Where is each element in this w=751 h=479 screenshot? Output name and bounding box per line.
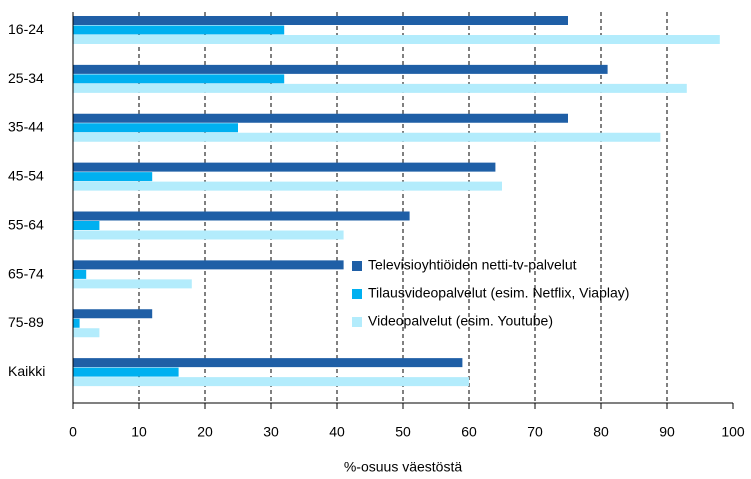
y-tick-label: 16-24: [8, 21, 44, 37]
bar: [73, 74, 285, 84]
y-tick-label: 25-34: [8, 70, 44, 86]
bar: [73, 25, 285, 35]
bar: [73, 162, 496, 172]
x-tick-label: 50: [395, 424, 411, 440]
bar: [73, 309, 153, 319]
bar: [73, 83, 687, 93]
y-tick-label: 45-54: [8, 168, 44, 184]
bar: [73, 221, 100, 230]
x-axis-label: %-osuus väestöstä: [344, 459, 462, 475]
x-tick-label: 80: [593, 424, 609, 440]
bar: [73, 35, 720, 44]
y-tick-label: 75-89: [8, 314, 44, 330]
y-tick-label: 35-44: [8, 119, 44, 135]
bar: [73, 230, 344, 240]
x-tick-label: 70: [527, 424, 543, 440]
x-tick-label: 100: [721, 424, 745, 440]
x-tick-label: 40: [329, 424, 345, 440]
bar: [73, 367, 179, 377]
legend-swatch: [352, 317, 362, 327]
legend-swatch: [352, 261, 362, 271]
legend-label: Videopalvelut (esim. Youtube): [368, 313, 553, 329]
y-tick-label: 55-64: [8, 216, 44, 232]
bar: [73, 113, 568, 123]
bar: [73, 318, 80, 328]
bar: [73, 64, 608, 74]
bar: [73, 16, 568, 25]
bar: [73, 211, 410, 221]
bar: [73, 172, 153, 182]
x-tick-label: 20: [197, 424, 213, 440]
legend-label: Tilausvideopalvelut (esim. Netflix, Viap…: [368, 285, 629, 301]
y-tick-label: Kaikki: [8, 363, 45, 379]
bar: [73, 269, 87, 279]
bar: [73, 377, 469, 387]
bar: [73, 358, 463, 368]
x-tick-label: 10: [131, 424, 147, 440]
bar: [73, 123, 238, 133]
x-tick-label: 30: [263, 424, 279, 440]
legend-label: Televisioyhtiöiden netti-tv-palvelut: [368, 257, 577, 273]
x-tick-label: 90: [659, 424, 675, 440]
bar: [73, 328, 100, 338]
bar: [73, 181, 502, 191]
legend-swatch: [352, 289, 362, 299]
bar: [73, 279, 192, 289]
bar: [73, 132, 661, 142]
y-tick-label: 65-74: [8, 265, 44, 281]
x-tick-label: 60: [461, 424, 477, 440]
x-tick-label: 0: [69, 424, 77, 440]
bar: [73, 260, 344, 270]
